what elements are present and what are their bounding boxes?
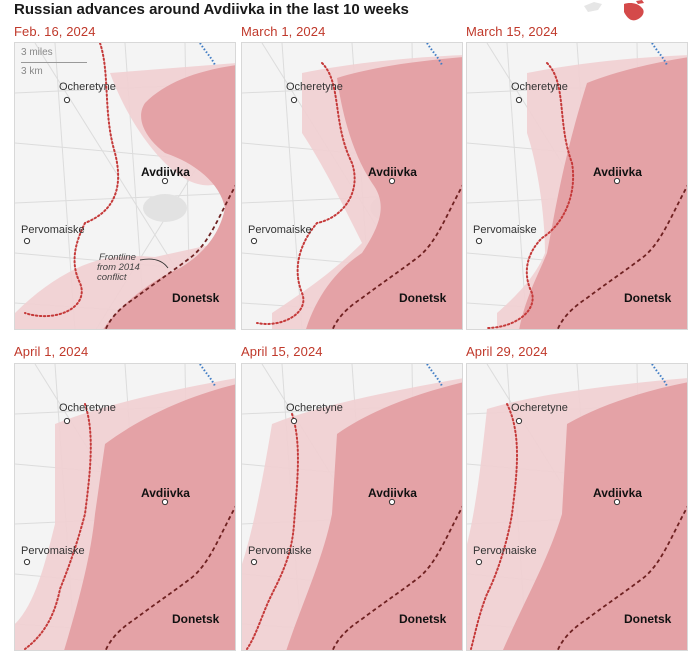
- frontline-2014: [331, 505, 462, 650]
- city-marker: [613, 498, 621, 506]
- oblast-border: [199, 43, 216, 66]
- city-marker: [161, 498, 169, 506]
- map-graphic: [242, 43, 462, 329]
- place-label-pervomaiske: Pervomaiske: [473, 545, 537, 557]
- city-marker: [63, 417, 71, 425]
- panel-map: Ocheretyne Avdiivka Pervomaiske Donetsk 3 mi…: [14, 42, 236, 330]
- place-label-avdiivka: Avdiivka: [368, 486, 417, 500]
- frontline-dotted: [24, 43, 120, 318]
- frontline-dotted: [470, 403, 518, 650]
- frontline-2014: [556, 505, 687, 650]
- city-marker: [613, 177, 621, 185]
- scale-km-label: 3 km: [21, 66, 43, 77]
- place-label-pervomaiske: Pervomaiske: [21, 224, 85, 236]
- panel-date-label: March 15, 2024: [466, 24, 558, 39]
- annotation-frontline-2014: from 2014: [97, 262, 140, 273]
- place-label-ocheretyne: Ocheretyne: [59, 402, 116, 414]
- city-marker: [23, 558, 31, 566]
- map-graphic: [242, 364, 462, 650]
- scale-miles-label: 3 miles: [21, 47, 53, 58]
- occupied-area: [519, 57, 687, 329]
- frontline-2014: [104, 184, 235, 329]
- place-label-donetsk: Donetsk: [172, 291, 220, 305]
- panel-map: Ocheretyne Avdiivka Pervomaiske Donetsk: [466, 42, 688, 330]
- city-marker: [290, 96, 298, 104]
- scale-bar: [21, 62, 87, 63]
- map-graphic: [467, 364, 687, 650]
- occupied-area: [64, 384, 235, 650]
- place-label-avdiivka: Avdiivka: [593, 165, 642, 179]
- place-label-pervomaiske: Pervomaiske: [21, 545, 85, 557]
- place-label-avdiivka: Avdiivka: [368, 165, 417, 179]
- city-marker: [250, 558, 258, 566]
- place-label-ocheretyne: Ocheretyne: [511, 81, 568, 93]
- city-marker: [515, 417, 523, 425]
- panel-date-label: April 29, 2024: [466, 344, 548, 359]
- map-graphic: [15, 43, 235, 329]
- place-label-donetsk: Donetsk: [624, 291, 672, 305]
- place-label-pervomaiske: Pervomaiske: [473, 224, 537, 236]
- city-marker: [250, 237, 258, 245]
- frontline-dotted: [486, 62, 575, 329]
- annotation-frontline-2014: Frontline: [99, 252, 136, 263]
- place-label-avdiivka: Avdiivka: [141, 486, 190, 500]
- map-graphic: [467, 43, 687, 329]
- frontline-dotted: [24, 403, 92, 650]
- place-label-donetsk: Donetsk: [624, 612, 672, 626]
- inset-locator-map: [584, 0, 644, 21]
- city-marker: [515, 96, 523, 104]
- panel-date-label: March 1, 2024: [241, 24, 326, 39]
- panel-map: Ocheretyne Avdiivka Pervomaiske Donetsk: [241, 363, 463, 651]
- city-marker: [23, 237, 31, 245]
- city-marker: [161, 177, 169, 185]
- annotation-arrow: [139, 258, 169, 269]
- occupied-area: [103, 65, 235, 329]
- city-marker: [475, 237, 483, 245]
- panel-date-label: April 1, 2024: [14, 344, 89, 359]
- panel-map: Ocheretyne Avdiivka Pervomaiske Donetsk: [14, 363, 236, 651]
- city-marker: [290, 417, 298, 425]
- place-label-donetsk: Donetsk: [172, 612, 220, 626]
- place-label-donetsk: Donetsk: [399, 612, 447, 626]
- annotation-frontline-2014: conflict: [97, 272, 127, 283]
- frontline-2014: [331, 184, 462, 329]
- panel-date-label: April 15, 2024: [241, 344, 323, 359]
- place-label-avdiivka: Avdiivka: [141, 165, 190, 179]
- frontline-dotted: [256, 62, 356, 325]
- panel-map: Ocheretyne Avdiivka Pervomaiske Donetsk: [466, 363, 688, 651]
- place-label-ocheretyne: Ocheretyne: [59, 81, 116, 93]
- city-marker: [388, 177, 396, 185]
- frontline-2014: [556, 184, 687, 329]
- city-marker: [63, 96, 71, 104]
- place-label-pervomaiske: Pervomaiske: [248, 224, 312, 236]
- place-label-ocheretyne: Ocheretyne: [511, 402, 568, 414]
- frontline-dotted: [246, 413, 299, 650]
- occupied-area: [286, 382, 462, 650]
- page-title: Russian advances around Avdiivka in the …: [14, 1, 409, 18]
- city-marker: [388, 498, 396, 506]
- place-label-avdiivka: Avdiivka: [593, 486, 642, 500]
- occupied-area: [502, 382, 687, 650]
- place-label-donetsk: Donetsk: [399, 291, 447, 305]
- place-label-ocheretyne: Ocheretyne: [286, 81, 343, 93]
- panel-date-label: Feb. 16, 2024: [14, 24, 96, 39]
- urban-area: [143, 194, 187, 222]
- road-line: [506, 43, 528, 329]
- place-label-pervomaiske: Pervomaiske: [248, 545, 312, 557]
- place-label-ocheretyne: Ocheretyne: [286, 402, 343, 414]
- road-line: [15, 192, 235, 204]
- panel-map: Ocheretyne Avdiivka Pervomaiske Donetsk: [241, 42, 463, 330]
- occupied-area: [306, 57, 462, 329]
- city-marker: [475, 558, 483, 566]
- map-graphic: [15, 364, 235, 650]
- frontline-2014: [104, 505, 235, 650]
